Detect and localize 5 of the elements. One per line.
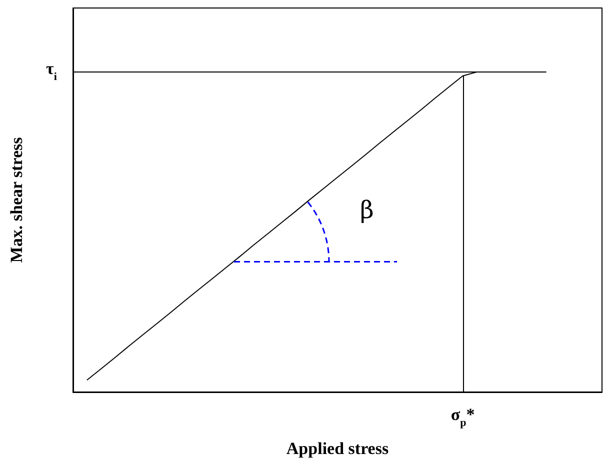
annotation: β xyxy=(360,196,374,224)
text: τ$_{i}$ xyxy=(46,59,57,83)
x-axis-title: Applied stress xyxy=(286,439,389,458)
y-axis-title: Max. shear stress xyxy=(7,136,26,263)
text: σ$_{p}$* xyxy=(450,405,475,429)
